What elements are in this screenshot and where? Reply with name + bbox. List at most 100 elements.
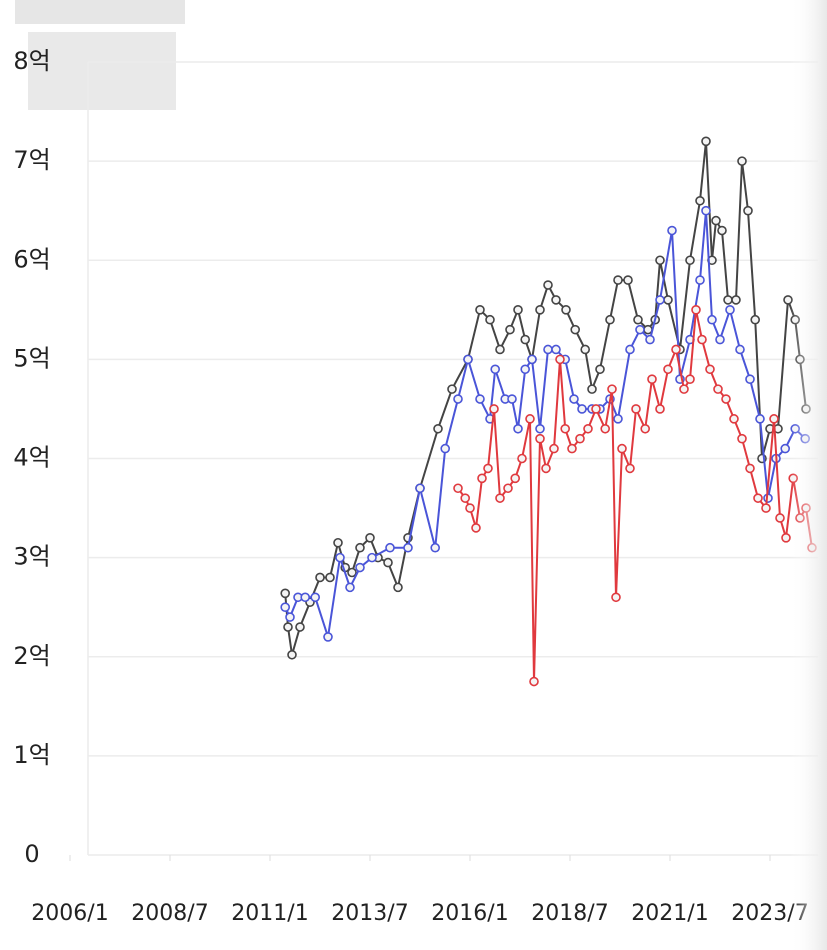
data-point: [551, 344, 561, 355]
data-point: [560, 423, 571, 434]
data-point: [525, 414, 535, 424]
data-point: [663, 364, 673, 375]
data-point: [551, 295, 561, 305]
y-tick-label: 1억: [13, 741, 50, 769]
x-tick-label: 2006/1: [31, 901, 108, 926]
data-point: [631, 404, 641, 414]
data-point: [283, 622, 293, 632]
data-point: [345, 582, 355, 593]
data-point: [685, 374, 695, 385]
data-point: [475, 305, 485, 315]
data-point: [745, 463, 755, 474]
data-point: [611, 592, 621, 603]
data-point: [737, 156, 747, 166]
data-point: [569, 394, 579, 404]
data-point: [335, 552, 345, 563]
data-point: [460, 493, 471, 503]
data-point: [607, 384, 617, 394]
data-point: [695, 195, 705, 206]
data-point: [723, 295, 733, 305]
data-point: [625, 344, 635, 355]
y-tick-label: 2억: [13, 642, 50, 670]
data-point: [463, 354, 473, 365]
data-point: [655, 295, 665, 305]
data-point: [633, 314, 643, 325]
data-point: [517, 453, 527, 464]
data-point: [475, 394, 485, 404]
x-tick-label: 2016/1: [431, 901, 508, 926]
data-point: [495, 344, 505, 355]
data-point: [731, 295, 741, 305]
data-point: [295, 622, 305, 632]
data-point: [613, 275, 623, 285]
data-point: [549, 443, 559, 454]
data-point: [781, 532, 791, 543]
data-point: [333, 537, 343, 548]
data-point: [570, 324, 581, 335]
data-point: [489, 404, 499, 414]
data-point: [383, 557, 393, 568]
data-point: [513, 423, 523, 434]
data-point: [605, 314, 615, 325]
data-point: [685, 255, 695, 266]
data-point: [495, 493, 505, 503]
data-point: [617, 443, 627, 454]
data-point: [503, 483, 513, 494]
data-point: [465, 503, 475, 513]
data-point: [713, 384, 723, 394]
data-point: [430, 542, 441, 553]
data-point: [755, 414, 765, 424]
data-point: [701, 136, 711, 147]
data-point: [707, 314, 717, 325]
data-point: [671, 344, 681, 355]
data-point: [645, 334, 655, 345]
data-point: [640, 423, 651, 434]
data-point: [715, 334, 725, 345]
y-tick-label: 4억: [13, 444, 50, 472]
data-point: [737, 433, 747, 444]
data-point: [753, 493, 763, 503]
x-tick-label: 2018/7: [531, 901, 608, 926]
data-point: [280, 602, 291, 612]
data-point: [325, 572, 335, 583]
x-tick-label: 2008/7: [131, 901, 208, 926]
data-point: [433, 423, 443, 434]
data-point: [535, 423, 545, 434]
data-point: [541, 463, 551, 474]
data-point: [323, 632, 333, 642]
data-point: [513, 305, 523, 315]
data-point: [365, 532, 375, 543]
data-point: [647, 374, 657, 385]
data-point: [635, 324, 645, 335]
data-point: [280, 588, 291, 599]
data-point: [743, 205, 753, 216]
data-point: [691, 305, 701, 315]
data-point: [721, 394, 731, 404]
data-point: [769, 414, 779, 424]
data-point: [527, 354, 537, 365]
data-point: [543, 344, 553, 355]
x-tick-label: 2021/1: [631, 901, 708, 926]
data-point: [595, 364, 605, 375]
data-point: [385, 542, 395, 553]
data-point: [750, 314, 761, 325]
data-point: [453, 483, 463, 494]
data-point: [729, 414, 739, 424]
data-point: [567, 443, 577, 454]
data-point: [510, 473, 521, 484]
data-point: [717, 225, 727, 236]
data-point: [663, 295, 673, 305]
data-point: [543, 280, 553, 290]
x-tick-label: 2013/7: [331, 901, 408, 926]
data-point: [415, 483, 425, 494]
data-point: [285, 612, 295, 622]
data-point: [583, 423, 593, 434]
data-point: [725, 305, 735, 315]
data-point: [697, 334, 707, 345]
data-point: [477, 473, 487, 484]
data-point: [300, 592, 311, 603]
y-tick-label: 0: [24, 840, 39, 868]
data-point: [367, 552, 377, 563]
data-point: [440, 443, 451, 454]
y-tick-label: 5억: [13, 344, 50, 372]
